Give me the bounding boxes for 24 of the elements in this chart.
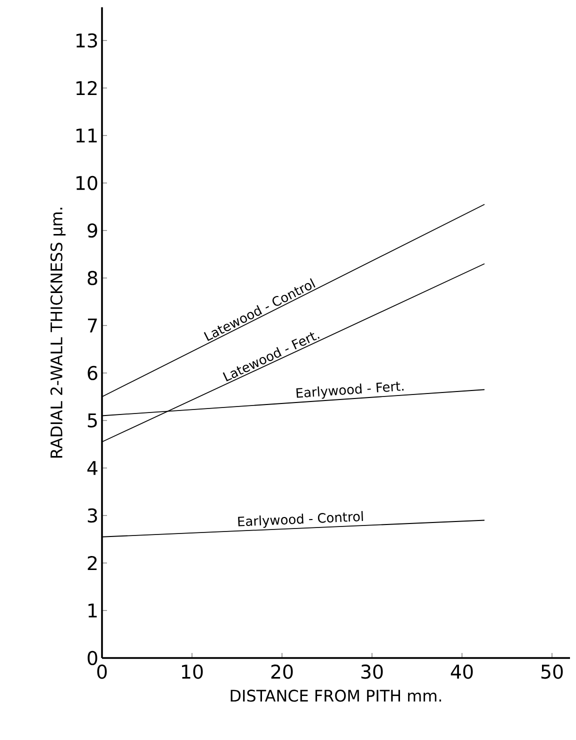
y-tick-label: 0 <box>88 650 98 666</box>
y-axis-title: RADIAL 2-WALL THICKNESS µm. <box>50 208 66 458</box>
y-tick-label: 8 <box>88 270 98 286</box>
y-tick-label: 12 <box>76 80 97 96</box>
x-tick-label: 10 <box>182 664 203 679</box>
series-label: Earlywood - Fert. <box>296 382 404 399</box>
y-tick-label: 10 <box>76 176 98 190</box>
x-tick-label: 50 <box>541 664 563 679</box>
series-label: Earlywood - Control <box>238 511 363 528</box>
y-tick-label: 7 <box>88 318 97 332</box>
x-tick-label: 0 <box>97 664 107 679</box>
y-tick-label: 4 <box>87 461 98 475</box>
y-tick-label: 2 <box>88 556 97 570</box>
x-tick-label: 30 <box>361 664 383 679</box>
y-tick-label: 9 <box>88 223 98 238</box>
y-tick-label: 1 <box>88 604 97 618</box>
x-axis-title: DISTANCE FROM PITH mm. <box>230 690 442 702</box>
y-tick-label: 11 <box>76 128 97 142</box>
y-tick-label: 13 <box>76 33 97 48</box>
x-tick-label: 20 <box>271 664 293 679</box>
y-tick-label: 3 <box>88 508 97 523</box>
y-tick-label: 5 <box>88 413 97 428</box>
x-tick-label: 40 <box>450 664 473 679</box>
y-tick-label: 6 <box>88 366 98 380</box>
